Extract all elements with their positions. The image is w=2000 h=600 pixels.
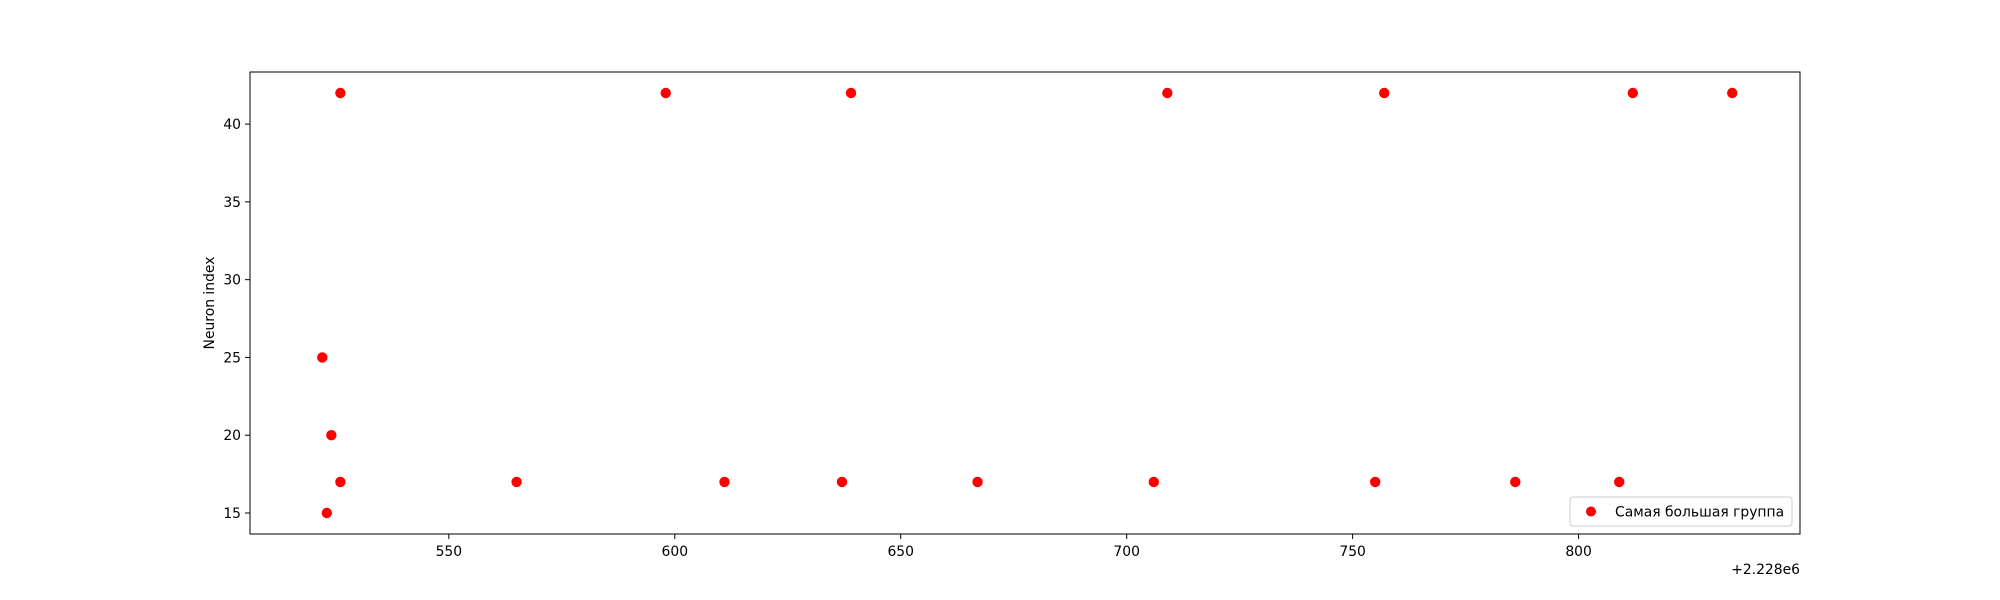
y-axis-label: Neuron index <box>202 257 218 350</box>
x-tick-label: 550 <box>436 544 463 560</box>
data-point <box>1370 476 1381 488</box>
legend: Самая большая группа <box>1569 496 1793 527</box>
data-point <box>335 87 346 99</box>
data-point <box>511 476 522 488</box>
data-point <box>1614 476 1625 488</box>
x-tick-label: 800 <box>1565 544 1592 560</box>
data-point <box>1510 476 1521 488</box>
x-tick-label: 600 <box>662 544 689 560</box>
x-tick-label: 700 <box>1113 544 1140 560</box>
data-point <box>1727 87 1738 99</box>
x-tick-label: 650 <box>887 544 914 560</box>
y-tick-label: 15 <box>223 506 241 522</box>
plot-area <box>249 71 1801 535</box>
y-tick-label: 30 <box>223 273 241 289</box>
data-point <box>1162 87 1173 99</box>
data-point <box>317 352 328 363</box>
y-tick-label: 20 <box>223 428 241 444</box>
data-point <box>660 87 671 99</box>
data-point <box>719 476 730 488</box>
data-point <box>335 476 346 488</box>
data-point <box>836 476 848 488</box>
legend-marker <box>1586 506 1596 517</box>
y-tick-label: 40 <box>223 117 241 133</box>
y-tick-label: 35 <box>223 195 241 211</box>
data-point <box>972 476 983 488</box>
x-tick-label: 750 <box>1339 544 1366 560</box>
data-point <box>326 430 337 441</box>
data-point <box>1148 476 1159 488</box>
legend-box <box>1569 496 1793 527</box>
x-axis-offset-label: +2.228e6 <box>1731 562 1800 578</box>
x-axis: 550 600 650 700 750 800 <box>436 534 1592 560</box>
data-point <box>845 87 857 99</box>
data-point <box>1627 87 1638 99</box>
data-point <box>321 507 333 519</box>
legend-label: Самая большая группа <box>1615 505 1784 521</box>
data-point <box>1379 87 1390 99</box>
y-axis: 15 20 25 30 35 40 <box>223 117 250 522</box>
data-points <box>317 87 1738 519</box>
y-tick-label: 25 <box>223 350 241 366</box>
axes-frame <box>249 71 1801 535</box>
